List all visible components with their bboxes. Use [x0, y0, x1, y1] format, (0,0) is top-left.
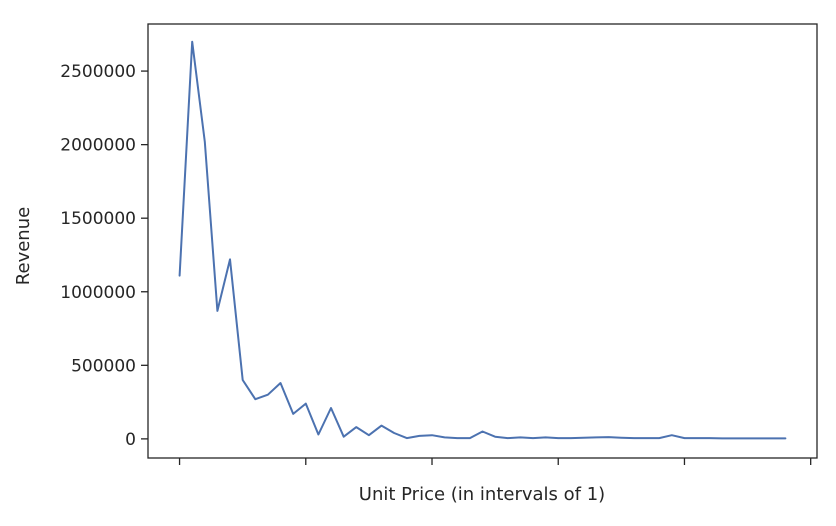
y-tick-label: 500000	[71, 356, 136, 376]
y-tick-label: 0	[125, 430, 136, 450]
y-tick-label: 1500000	[60, 209, 136, 229]
plot-area	[147, 23, 818, 459]
y-axis-label: Revenue	[13, 207, 34, 285]
y-tick-label: 1000000	[60, 283, 136, 303]
x-axis-label: Unit Price (in intervals of 1)	[359, 484, 605, 505]
y-tick-label: 2000000	[60, 136, 136, 156]
y-axis-ticks: 0 500000 1000000 1500000 2000000 2500000	[60, 62, 148, 450]
x-axis-ticks	[178, 458, 812, 465]
revenue-line	[178, 40, 787, 440]
y-tick-label: 2500000	[60, 62, 136, 82]
